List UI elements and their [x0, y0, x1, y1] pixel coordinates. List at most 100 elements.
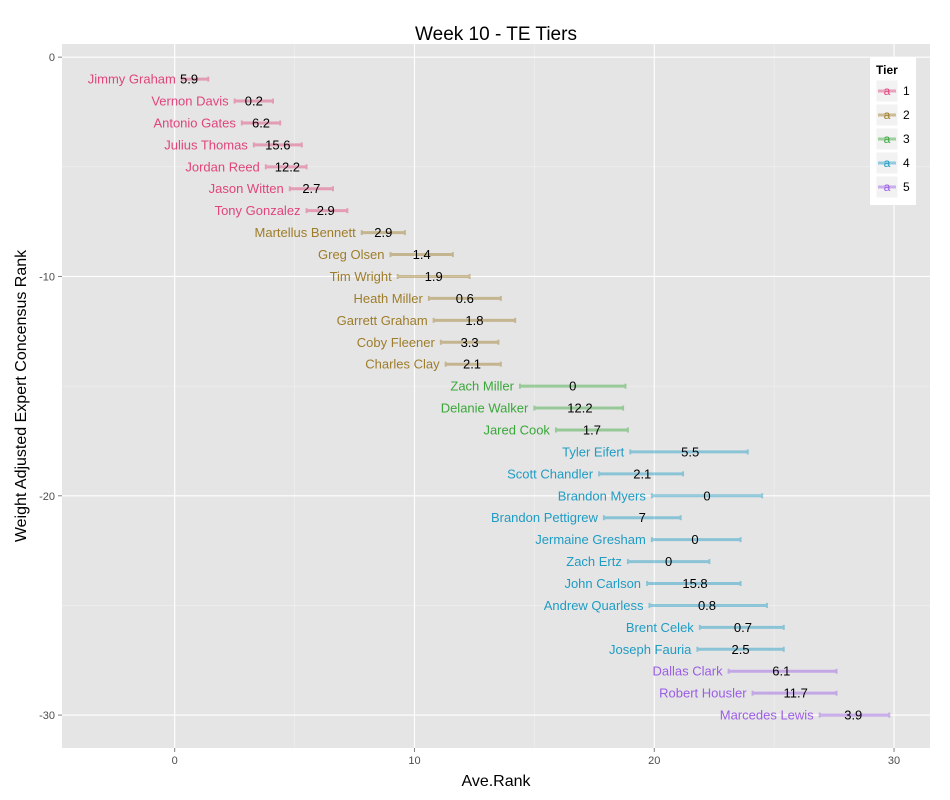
- player-value: 11.7: [784, 686, 808, 701]
- value-labels: 5.90.26.215.612.22.72.92.91.41.90.61.83.…: [180, 72, 862, 723]
- chart-title: Week 10 - TE Tiers: [415, 24, 577, 45]
- range-bar: [389, 252, 454, 258]
- player-value: 5.5: [681, 444, 699, 459]
- player-name: Tim Wright: [330, 269, 393, 284]
- player-name: Jimmy Graham: [88, 72, 176, 87]
- player-name: Coby Fleener: [357, 335, 436, 350]
- range-bar: [626, 559, 711, 565]
- player-name: Tony Gonzalez: [215, 203, 301, 218]
- player-name: Dallas Clark: [653, 664, 724, 679]
- player-value: 0.6: [456, 291, 474, 306]
- legend-key-glyph: a: [884, 132, 891, 146]
- player-value: 1.7: [583, 422, 601, 437]
- player-value: 1.8: [465, 313, 483, 328]
- player-name: Jason Witten: [209, 181, 284, 196]
- player-name: Scott Chandler: [507, 466, 594, 481]
- range-bar: [432, 317, 517, 323]
- minor-gridlines: [62, 44, 930, 748]
- player-name: Zach Ertz: [566, 554, 622, 569]
- player-name: Julius Thomas: [164, 137, 248, 152]
- player-value: 2.1: [463, 357, 481, 372]
- range-bar: [305, 208, 349, 214]
- player-name: Greg Olsen: [318, 247, 384, 262]
- legend-label: 1: [903, 84, 910, 98]
- legend-key-glyph: a: [884, 180, 891, 194]
- legend-key-box: [875, 103, 899, 127]
- legend-key-box: [875, 127, 899, 151]
- legend-items: a 1a 2a 3a 4a 5: [875, 79, 910, 199]
- range-bar: [252, 142, 303, 148]
- player-name: Jermaine Gresham: [535, 532, 646, 547]
- range-bar: [233, 98, 275, 104]
- plot-panel: [62, 44, 930, 748]
- range-bar: [180, 76, 210, 82]
- legend-key-box: [875, 175, 899, 199]
- player-name: Brandon Pettigrew: [491, 510, 599, 525]
- player-value: 1.4: [413, 247, 431, 262]
- x-tick-label: 10: [408, 755, 420, 767]
- range-bar: [698, 624, 785, 630]
- player-name: Charles Clay: [365, 357, 440, 372]
- y-axis-title: Weight Adjusted Expert Concensus Rank: [13, 249, 30, 542]
- range-bar: [554, 427, 629, 433]
- player-name: Martellus Bennett: [255, 225, 357, 240]
- player-value: 5.9: [180, 72, 198, 87]
- range-bar: [598, 471, 685, 477]
- player-value: 0.7: [734, 620, 752, 635]
- range-bar: [396, 273, 471, 279]
- range-bar: [696, 646, 785, 652]
- range-bar: [240, 120, 282, 126]
- player-name: Tyler Eifert: [562, 444, 625, 459]
- legend-key-glyph: a: [884, 156, 891, 170]
- range-bar: [648, 602, 768, 608]
- player-name: Brent Celek: [626, 620, 694, 635]
- player-value: 2.9: [317, 203, 335, 218]
- range-bar: [650, 537, 742, 543]
- legend-label: 5: [903, 180, 910, 194]
- legend-key-glyph: a: [884, 108, 891, 122]
- player-value: 0.8: [698, 598, 716, 613]
- player-name: Vernon Davis: [151, 94, 229, 109]
- player-name: Joseph Fauria: [609, 642, 692, 657]
- legend-label: 4: [903, 156, 910, 170]
- player-value: 12.2: [275, 159, 300, 174]
- player-value: 3.9: [844, 708, 862, 723]
- player-value: 2.9: [374, 225, 392, 240]
- player-value: 2.1: [633, 466, 651, 481]
- player-value: 15.8: [682, 576, 707, 591]
- range-bar: [439, 339, 500, 345]
- player-name: Garrett Graham: [337, 313, 428, 328]
- legend-label: 2: [903, 108, 910, 122]
- player-value: 6.1: [772, 664, 790, 679]
- y-tick-label: -20: [39, 491, 55, 503]
- legend-key-box: [875, 151, 899, 175]
- range-bar: [444, 361, 502, 367]
- x-axis-ticks: 0 10 20 30: [172, 748, 900, 767]
- legend-key-box: [875, 79, 899, 103]
- legend-label: 3: [903, 132, 910, 146]
- range-bar: [646, 581, 742, 587]
- y-tick-label: -10: [39, 271, 55, 283]
- player-value: 0: [691, 532, 698, 547]
- player-value: 12.2: [567, 401, 592, 416]
- player-name: Delanie Walker: [441, 401, 529, 416]
- range-bar: [602, 515, 682, 521]
- player-value: 0: [569, 379, 576, 394]
- y-tick-label: 0: [49, 52, 55, 64]
- player-name: John Carlson: [564, 576, 641, 591]
- player-name: Heath Miller: [354, 291, 424, 306]
- tier-legend: Tier a 1a 2a 3a 4a 5: [870, 57, 916, 205]
- legend-key-glyph: a: [884, 84, 891, 98]
- range-bar: [650, 493, 764, 499]
- range-bar: [629, 449, 749, 455]
- range-bar: [360, 230, 406, 236]
- player-value: 1.9: [425, 269, 443, 284]
- player-value: 15.6: [265, 137, 290, 152]
- player-value: 0: [665, 554, 672, 569]
- y-axis-ticks: 0 -10 -20 -30: [39, 52, 62, 722]
